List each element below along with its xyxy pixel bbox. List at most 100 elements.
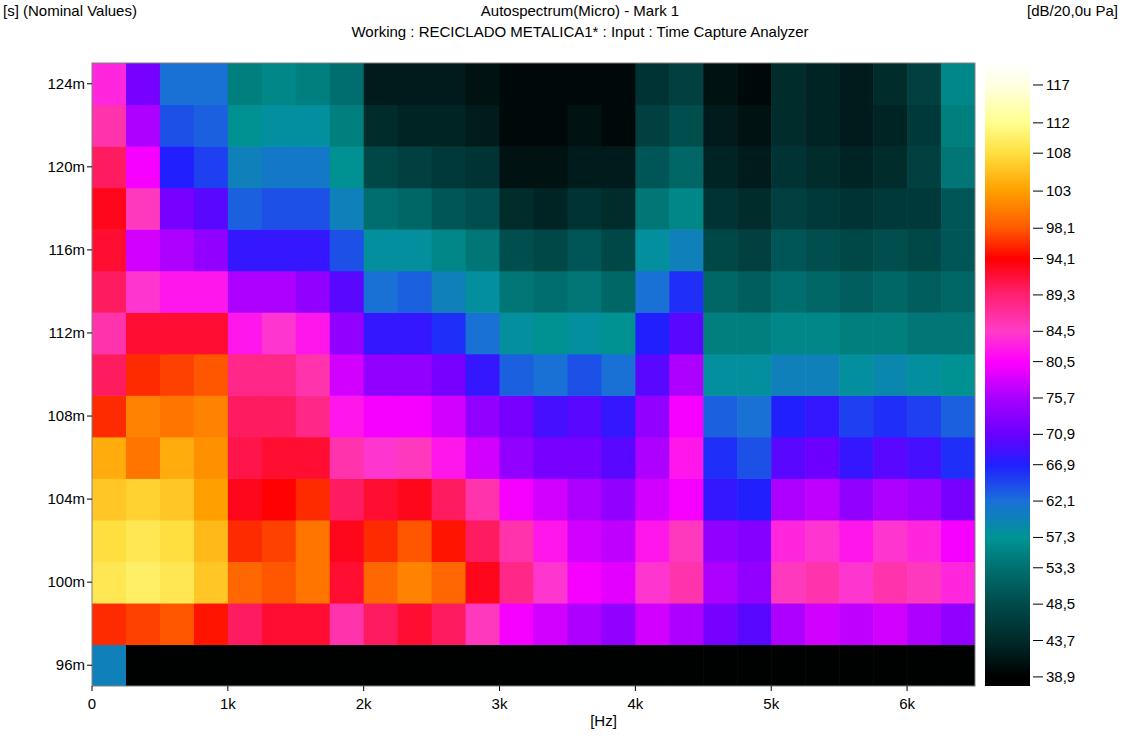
heatmap-cell — [907, 395, 942, 437]
colorbar-tick-label: 112 — [1046, 114, 1070, 131]
colorbar-tick — [1033, 434, 1043, 435]
heatmap-cell — [160, 437, 195, 479]
heatmap-cell — [364, 437, 399, 479]
heatmap-cell — [432, 312, 467, 354]
heatmap-cell — [839, 63, 874, 105]
heatmap-cell — [126, 63, 161, 105]
heatmap-cell — [737, 354, 772, 396]
colorbar-tick-label: 43,7 — [1046, 632, 1075, 649]
y-axis-title: [s] (Nominal Values) — [3, 2, 137, 19]
heatmap-cell — [194, 312, 229, 354]
heatmap-cell — [907, 63, 942, 105]
heatmap-cell — [466, 312, 501, 354]
heatmap-cell — [398, 63, 433, 105]
heatmap-cell — [805, 520, 840, 562]
heatmap-cell — [262, 63, 297, 105]
heatmap-cell — [398, 354, 433, 396]
heatmap-cell — [364, 644, 399, 686]
heatmap-cell — [703, 271, 738, 313]
heatmap-cell — [194, 395, 229, 437]
heatmap-cell — [771, 229, 806, 271]
heatmap-cell — [873, 520, 908, 562]
chart-title: Autospectrum(Micro) - Mark 1 — [481, 2, 679, 19]
heatmap-cell — [296, 354, 331, 396]
heatmap-cell — [466, 229, 501, 271]
heatmap-cell — [500, 437, 535, 479]
colorbar-tick — [1033, 676, 1043, 677]
colorbar-tick — [1033, 567, 1043, 568]
heatmap-cell — [534, 354, 569, 396]
heatmap-cell — [567, 271, 602, 313]
heatmap-cell — [92, 561, 127, 603]
heatmap-cell — [500, 105, 535, 147]
heatmap-cell — [296, 561, 331, 603]
heatmap-cell — [805, 146, 840, 188]
heatmap-cell — [805, 395, 840, 437]
heatmap-cell — [567, 312, 602, 354]
heatmap-cell — [601, 105, 636, 147]
heatmap-cell — [262, 644, 297, 686]
heatmap-cell — [194, 63, 229, 105]
heatmap-cell — [228, 146, 263, 188]
heatmap-cell — [432, 229, 467, 271]
heatmap-cell — [669, 478, 704, 520]
heatmap-cell — [805, 312, 840, 354]
heatmap-cell — [330, 644, 365, 686]
heatmap-cell — [635, 146, 670, 188]
heatmap-cell — [92, 395, 127, 437]
heatmap-cell — [398, 271, 433, 313]
heatmap-cell — [228, 561, 263, 603]
heatmap-cell — [635, 229, 670, 271]
heatmap-cell — [398, 561, 433, 603]
heatmap-cell — [194, 354, 229, 396]
heatmap-cell — [567, 229, 602, 271]
colorbar-tick — [1033, 331, 1043, 332]
heatmap-cell — [228, 63, 263, 105]
heatmap-cell — [500, 354, 535, 396]
heatmap-cell — [296, 312, 331, 354]
heatmap-cell — [432, 354, 467, 396]
heatmap-cell — [601, 354, 636, 396]
heatmap-cell — [466, 520, 501, 562]
heatmap-cell — [771, 63, 806, 105]
heatmap-cell — [703, 188, 738, 230]
heatmap-cell — [228, 520, 263, 562]
heatmap-cell — [466, 644, 501, 686]
y-tick-label: 116m — [49, 241, 85, 258]
heatmap-cell — [500, 229, 535, 271]
heatmap-cell — [364, 63, 399, 105]
heatmap-cell — [873, 63, 908, 105]
x-tick — [635, 686, 636, 691]
heatmap-cell — [635, 478, 670, 520]
heatmap-cell — [228, 437, 263, 479]
heatmap-cell — [567, 644, 602, 686]
heatmap-cell — [567, 437, 602, 479]
heatmap-cell — [941, 478, 975, 520]
heatmap-cell — [669, 271, 704, 313]
heatmap-cell — [805, 437, 840, 479]
heatmap-cell — [907, 644, 942, 686]
heatmap-cell — [805, 478, 840, 520]
heatmap-cell — [601, 478, 636, 520]
x-tick-label: 3k — [492, 695, 508, 712]
heatmap-cell — [771, 188, 806, 230]
heatmap-cell — [703, 63, 738, 105]
heatmap-cell — [330, 437, 365, 479]
heatmap-cell — [466, 395, 501, 437]
heatmap-cell — [669, 63, 704, 105]
heatmap-cell — [160, 520, 195, 562]
heatmap-cell — [194, 229, 229, 271]
heatmap-cell — [160, 188, 195, 230]
heatmap-cell — [873, 644, 908, 686]
heatmap-cell — [635, 644, 670, 686]
heatmap-cell — [228, 354, 263, 396]
heatmap-cell — [907, 229, 942, 271]
heatmap-cell — [771, 644, 806, 686]
heatmap-cell — [160, 63, 195, 105]
heatmap-cell — [262, 188, 297, 230]
heatmap-cell — [92, 229, 127, 271]
heatmap-cell — [941, 63, 975, 105]
heatmap-cell — [669, 437, 704, 479]
heatmap-cell — [330, 354, 365, 396]
heatmap-cell — [160, 644, 195, 686]
